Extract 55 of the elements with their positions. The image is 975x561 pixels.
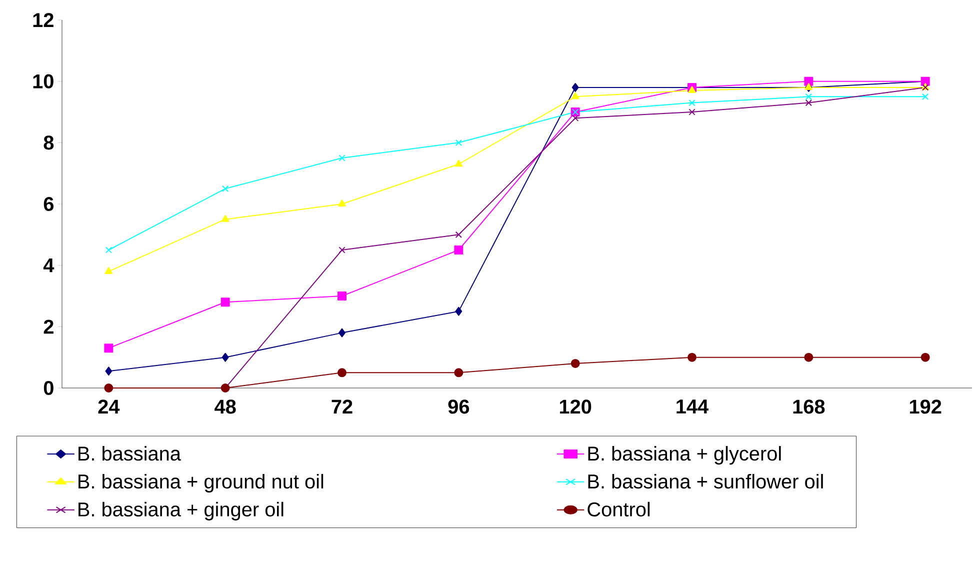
point — [338, 328, 346, 338]
point — [688, 352, 696, 362]
point — [805, 93, 812, 100]
x-tick-label: 168 — [793, 400, 825, 414]
y-tick-label: 0 — [44, 380, 54, 396]
point — [338, 292, 346, 300]
legend-label: B. bassiana + sunflower oil — [588, 474, 823, 489]
point — [571, 92, 580, 100]
y-tick-label: 2 — [44, 320, 54, 334]
y-tick-label: 4 — [43, 258, 54, 272]
x-tick-label: 192 — [910, 400, 942, 414]
point — [222, 352, 229, 362]
legend-label: B. bassiana + glycerol — [588, 446, 781, 465]
x-tick-label: 48 — [214, 400, 236, 414]
point — [220, 298, 230, 307]
x-tick-label: 72 — [332, 400, 352, 414]
x-tick-label: 144 — [676, 400, 709, 414]
x-tick-label: 120 — [560, 400, 592, 414]
point — [804, 76, 814, 86]
y-tick-label: 10 — [33, 74, 54, 88]
point — [572, 82, 579, 92]
point — [572, 114, 579, 122]
point — [688, 99, 696, 106]
point — [454, 368, 464, 378]
y-tick-label: 6 — [44, 196, 54, 212]
point — [221, 214, 230, 222]
point — [338, 246, 346, 254]
point — [570, 358, 580, 368]
point — [688, 86, 696, 94]
point — [920, 352, 930, 362]
point — [104, 344, 114, 353]
point — [688, 108, 696, 116]
point — [338, 200, 346, 206]
point — [454, 160, 463, 167]
x-tick-label: 96 — [448, 400, 470, 414]
point — [222, 185, 229, 192]
y-tick-label: 12 — [33, 13, 54, 27]
point — [455, 139, 462, 146]
point — [455, 231, 462, 238]
point — [338, 368, 346, 378]
point — [105, 366, 112, 376]
point — [105, 246, 112, 254]
point — [804, 352, 814, 362]
point — [455, 306, 462, 316]
x-tick-label: 24 — [98, 400, 120, 414]
point — [922, 93, 929, 100]
point — [338, 154, 346, 162]
legend-label: Control — [588, 502, 650, 516]
legend-label: B. bassiana + ginger oil — [78, 502, 284, 520]
point — [104, 266, 113, 274]
y-tick-label: 8 — [44, 136, 54, 150]
point — [805, 99, 812, 106]
legend-label: B. bassiana — [78, 446, 181, 461]
point — [454, 246, 464, 254]
legend-label: B. bassiana + ground nut oil — [78, 474, 324, 493]
